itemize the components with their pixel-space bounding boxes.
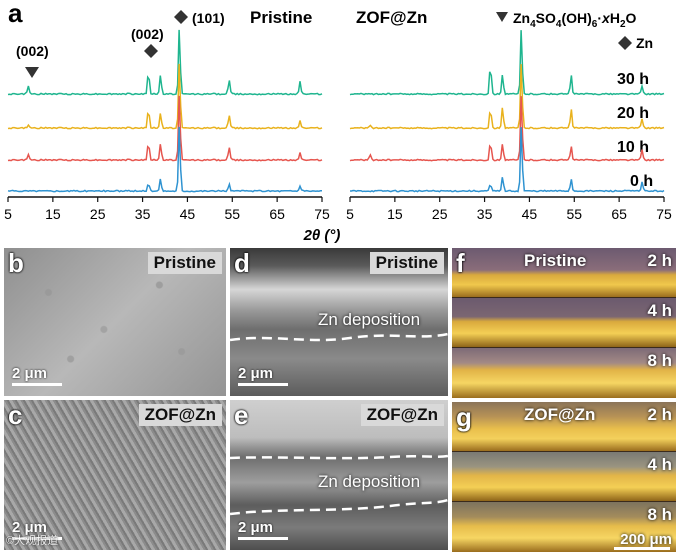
- scale-bar-line: [12, 383, 62, 386]
- tag-e: ZOF@Zn: [360, 404, 444, 426]
- panel-label-a: a: [8, 0, 23, 28]
- optical-strip-g-2h: 2 h: [452, 402, 676, 451]
- series-group-right: [349, 30, 665, 193]
- x-tick-label: 45: [522, 206, 538, 222]
- tag-f: Pristine: [524, 251, 587, 270]
- xrd-series-20h: [7, 63, 323, 130]
- diamond-icon: [174, 10, 188, 24]
- tick-group-left: 5 15 25 35 45 55 65 75: [4, 197, 330, 222]
- x-tick-label: 65: [611, 206, 627, 222]
- series-group-left: [7, 29, 323, 193]
- optical-strip-g-8h: 8 h 200 μm: [452, 502, 676, 552]
- x-tick-label: 75: [656, 206, 672, 222]
- panel-label-g: g: [456, 402, 472, 432]
- time-g-8h: 8 h: [647, 505, 672, 524]
- xrd-left-title: Pristine: [250, 8, 312, 27]
- triangle-icon: [25, 67, 39, 78]
- tag-b: Pristine: [147, 252, 222, 274]
- x-tick-label: 15: [387, 206, 403, 222]
- optical-strip-f-4h: 4 h: [452, 298, 676, 347]
- deposition-boundary: [230, 332, 448, 342]
- xrd-panel: a Pristine ZOF@Zn (002) (002) (101) Zn4S…: [4, 0, 672, 244]
- panel-label-c: c: [8, 400, 23, 430]
- xrd-series-0h: [7, 126, 322, 193]
- diamond-icon: [144, 44, 158, 58]
- anno-002-zhs: (002): [16, 43, 49, 59]
- x-tick-label: 5: [346, 206, 354, 222]
- optical-strip-g-4h: 4 h: [452, 452, 676, 501]
- sem-panel-e: e ZOF@Zn Zn deposition 2 μm: [230, 400, 448, 550]
- panel-label-d: d: [234, 248, 250, 278]
- sem-panel-d: d Pristine Zn deposition 2 μm: [230, 248, 448, 396]
- time-label-10h: 10 h: [617, 139, 649, 156]
- scale-text-e: 2 μm: [238, 519, 274, 536]
- anno-101-zn: (101): [192, 10, 225, 26]
- scale-bar-line: [614, 547, 670, 550]
- time-g-4h: 4 h: [647, 455, 672, 474]
- deposition-label-d: Zn deposition: [318, 310, 421, 329]
- scale-text-b: 2 μm: [12, 365, 48, 382]
- time-f-2h: 2 h: [647, 251, 672, 270]
- x-tick-label: 25: [90, 206, 106, 222]
- triangle-icon: [496, 12, 508, 22]
- tag-c: ZOF@Zn: [138, 404, 222, 426]
- optical-strip-f-8h: 8 h: [452, 348, 676, 398]
- time-label-0h: 0 h: [630, 173, 653, 190]
- x-tick-label: 25: [432, 206, 448, 222]
- xrd-series-30h: [349, 30, 665, 96]
- sem-panel-b: b Pristine 2 μm: [4, 248, 226, 396]
- x-tick-label: 5: [4, 206, 12, 222]
- anno-002-zn: (002): [131, 26, 164, 42]
- scalebar-e: 2 μm: [238, 519, 288, 540]
- xrd-series-0h: [350, 127, 665, 193]
- x-tick-label: 35: [477, 206, 493, 222]
- x-tick-label: 55: [566, 206, 582, 222]
- deposition-label-e: Zn deposition: [318, 472, 421, 491]
- x-tick-label: 55: [224, 206, 240, 222]
- x-tick-label: 65: [269, 206, 285, 222]
- watermark: ©大观报道: [6, 535, 59, 547]
- tag-d: Pristine: [369, 252, 444, 274]
- x-tick-label: 35: [135, 206, 151, 222]
- legend-zn: Zn: [636, 35, 653, 51]
- scale-bar-line: [238, 383, 288, 386]
- deposition-boundary: [230, 454, 448, 516]
- scale-text-d: 2 μm: [238, 365, 274, 382]
- time-label-30h: 30 h: [617, 71, 649, 88]
- tick-group-right: 5 15 25 35 45 55 65 75: [346, 197, 672, 222]
- scalebar-b: 2 μm: [12, 365, 62, 386]
- x-tick-label: 45: [180, 206, 196, 222]
- tag-g: ZOF@Zn: [524, 405, 596, 424]
- scale-bar-line: [238, 537, 288, 540]
- x-axis-label: 2θ (°): [303, 227, 341, 244]
- panel-label-b: b: [8, 248, 24, 278]
- diamond-icon: [618, 36, 632, 50]
- xrd-series-10h: [7, 95, 323, 162]
- time-label-20h: 20 h: [617, 105, 649, 122]
- scalebar-d: 2 μm: [238, 365, 288, 386]
- x-tick-label: 15: [45, 206, 61, 222]
- xrd-right-title: ZOF@Zn: [356, 8, 427, 27]
- sem-panel-c: c ZOF@Zn 2 μm ©大观报道: [4, 400, 226, 550]
- scale-bar-line: [12, 537, 62, 540]
- time-f-8h: 8 h: [647, 351, 672, 370]
- xrd-series-20h: [349, 64, 665, 130]
- optical-strip-f-2h: 2 h: [452, 248, 676, 297]
- scale-text-g: 200 μm: [620, 531, 672, 548]
- time-g-2h: 2 h: [647, 405, 672, 424]
- time-f-4h: 4 h: [647, 301, 672, 320]
- legend-zhs: Zn4SO4(OH)6·xH2O: [513, 10, 637, 30]
- optical-panel-g: 2 h 4 h 8 h 200 μm g ZOF@Zn: [452, 402, 676, 552]
- panel-label-e: e: [234, 400, 249, 430]
- xrd-series-10h: [349, 96, 665, 162]
- optical-panel-f: 2 h 4 h 8 h f Pristine: [452, 248, 676, 398]
- x-tick-label: 75: [314, 206, 330, 222]
- panel-label-f: f: [456, 248, 465, 278]
- scale-text-c: 2 μm: [12, 519, 48, 536]
- xrd-series-30h: [7, 29, 323, 96]
- scalebar-c: 2 μm: [12, 519, 62, 540]
